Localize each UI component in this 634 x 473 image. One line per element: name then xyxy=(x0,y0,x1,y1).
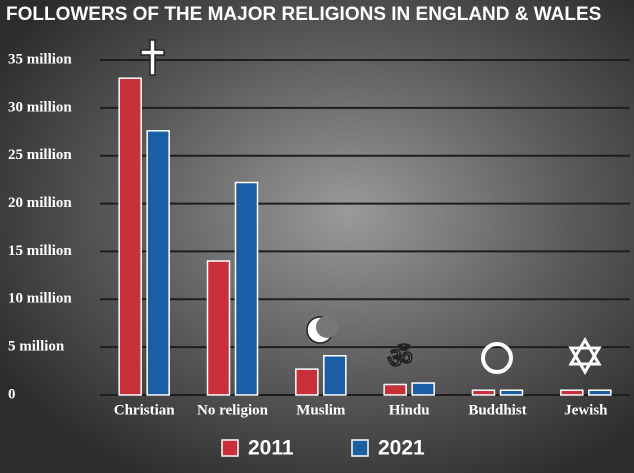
x-tick-label: Hindu xyxy=(389,402,430,418)
y-tick-label: 5 million xyxy=(8,339,65,355)
bar xyxy=(146,130,170,396)
bar xyxy=(383,383,407,396)
bar xyxy=(560,389,584,396)
bar xyxy=(234,181,259,396)
x-tick-label: No religion xyxy=(197,402,269,418)
y-tick-label: 10 million xyxy=(8,291,72,307)
bar xyxy=(471,389,496,396)
bar xyxy=(499,389,524,396)
wheel-icon xyxy=(481,342,513,374)
y-tick-label: 15 million xyxy=(8,243,72,259)
y-tick-label: 30 million xyxy=(8,99,72,115)
bar xyxy=(411,382,435,396)
cross-icon xyxy=(140,39,165,76)
om-icon: ॐ xyxy=(387,342,413,373)
bar xyxy=(206,260,231,396)
chart-title: FOLLOWERS OF THE MAJOR RELIGIONS IN ENGL… xyxy=(6,4,601,25)
x-tick-label: Muslim xyxy=(296,402,346,418)
y-tick-label: 0 xyxy=(8,386,16,402)
bar xyxy=(588,389,612,396)
legend-label: 2011 xyxy=(248,437,294,460)
y-tick-label: 20 million xyxy=(8,195,72,211)
star-icon xyxy=(568,337,602,375)
y-tick-label: 25 million xyxy=(8,147,72,163)
y-tick-label: 35 million xyxy=(8,51,72,67)
x-tick-label: Buddhist xyxy=(468,402,526,418)
icons: ॐ xyxy=(140,39,602,375)
x-tick-label: Christian xyxy=(114,402,176,418)
legend-swatch xyxy=(351,439,369,457)
x-tick-label: Jewish xyxy=(564,402,608,418)
bar xyxy=(118,77,142,396)
bar xyxy=(323,355,347,396)
legend-label: 2021 xyxy=(378,437,425,460)
bar xyxy=(295,368,319,396)
legend-swatch xyxy=(221,439,239,457)
